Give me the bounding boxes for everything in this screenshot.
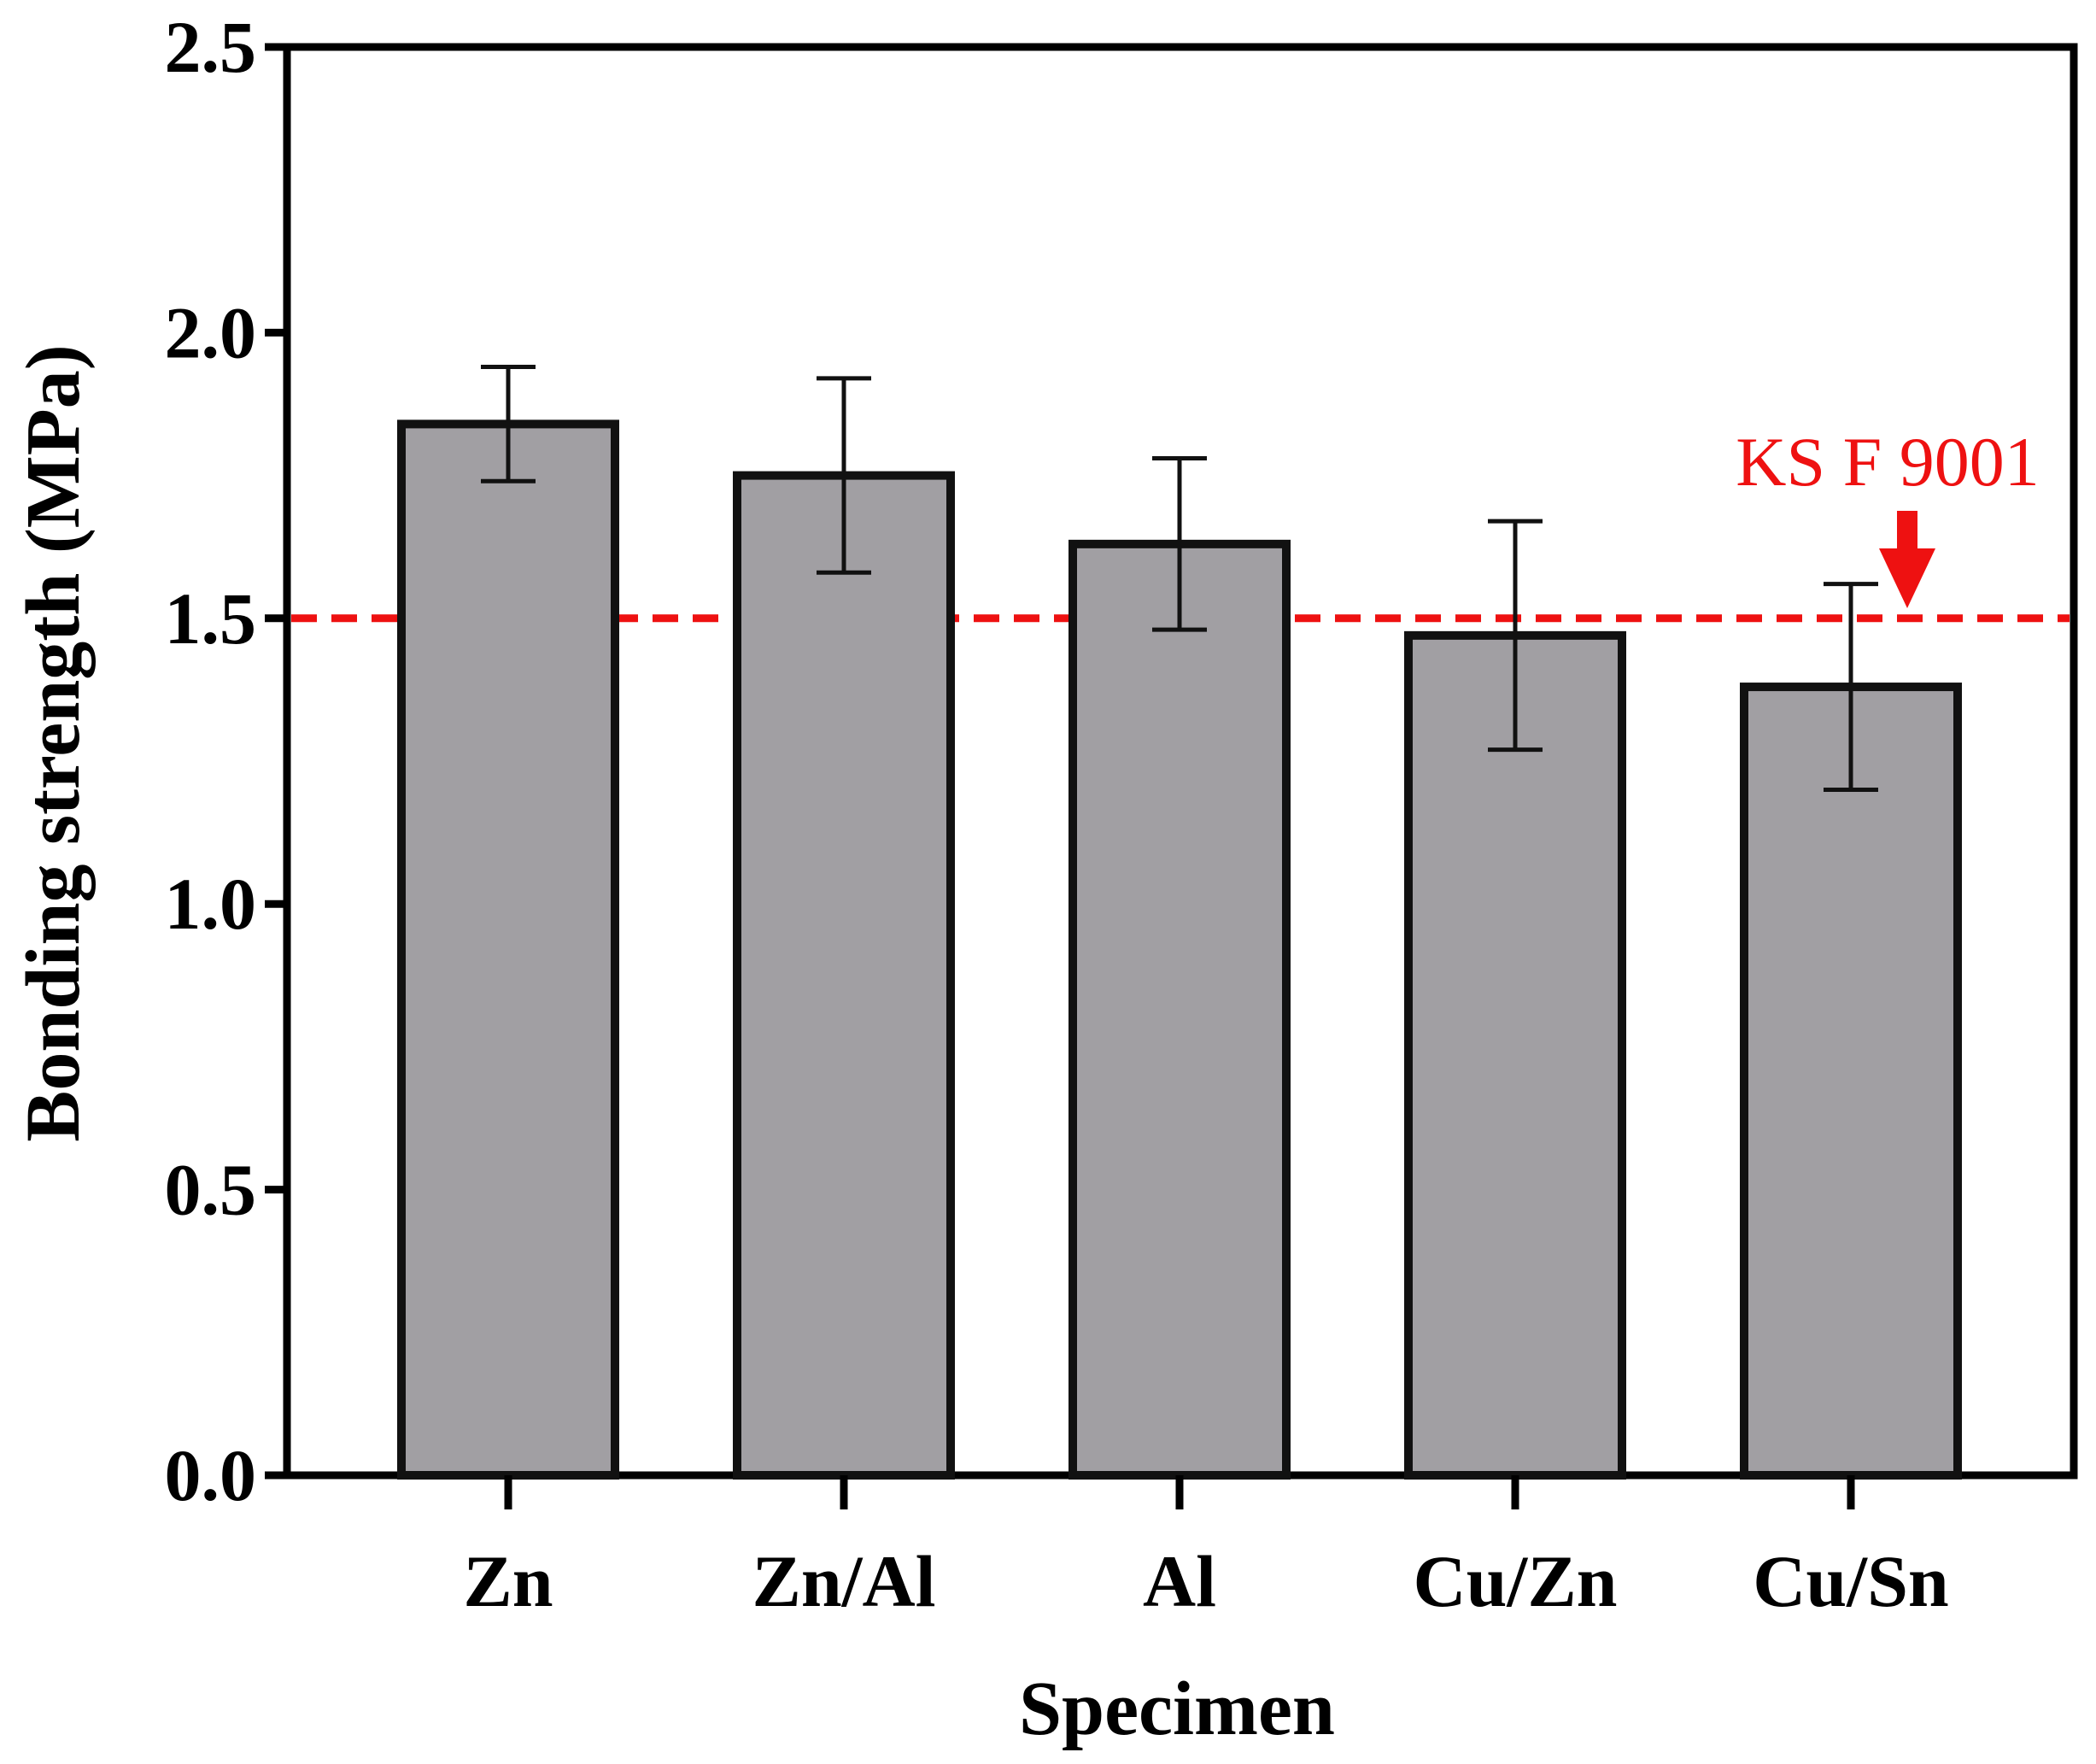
error-bars xyxy=(481,365,1878,792)
bar xyxy=(397,419,619,1480)
bar xyxy=(1068,539,1291,1480)
annotation: KS F 9001 xyxy=(1736,423,2040,608)
x-tick-label: Al xyxy=(1143,1540,1216,1622)
x-tick-label: Zn/Al xyxy=(752,1540,935,1622)
annotation-label: KS F 9001 xyxy=(1736,423,2039,501)
x-tick-label: Cu/Zn xyxy=(1413,1540,1617,1622)
y-tick-label: 0.5 xyxy=(165,1149,257,1231)
y-axis-ticks: 0.0 0.5 1.0 1.5 2.0 2.5 xyxy=(165,6,287,1516)
y-tick-label: 1.0 xyxy=(165,863,257,945)
bar xyxy=(733,471,955,1480)
bar xyxy=(1740,683,1962,1480)
y-tick-label: 0.0 xyxy=(165,1434,257,1516)
y-tick-label: 1.5 xyxy=(165,577,257,659)
x-axis-ticks: Zn Zn/Al Al Cu/Zn Cu/Sn xyxy=(463,1475,1949,1622)
annotation-arrow-icon xyxy=(1879,511,1935,608)
x-axis-title: Specimen xyxy=(1019,1667,1335,1751)
x-tick-label: Zn xyxy=(463,1540,553,1622)
y-tick-label: 2.0 xyxy=(165,291,257,373)
x-tick-label: Cu/Sn xyxy=(1753,1540,1949,1622)
bars xyxy=(397,419,1962,1480)
y-axis-title: Bonding strength (MPa) xyxy=(11,344,96,1141)
bar xyxy=(1404,630,1626,1480)
y-tick-label: 2.5 xyxy=(165,6,257,88)
